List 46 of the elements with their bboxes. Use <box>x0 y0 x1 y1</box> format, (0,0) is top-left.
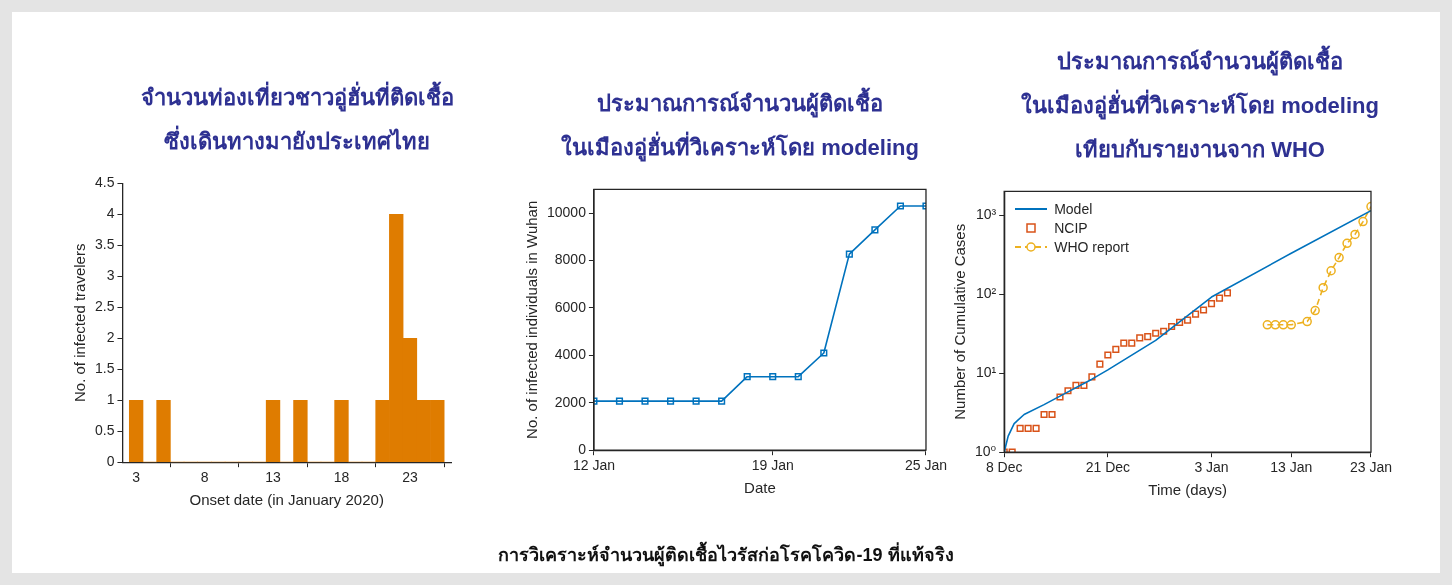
x-axis-title: Time (days) <box>1148 481 1227 499</box>
x-tick-label: 21 Dec <box>1085 459 1131 476</box>
x-tick-label: 8 <box>200 469 209 486</box>
x-tick-label: 25 Jan <box>904 457 948 474</box>
chart-title: จำนวนท่องเที่ยวชาวอู่ฮั่นที่ติดเชื้อ ซึ่งเดินทางมายังประเทศไทย <box>139 80 455 156</box>
x-tick-label: 23 Jan <box>1349 459 1393 476</box>
y-tick-label: 0 <box>578 441 587 458</box>
y-tick-label: 10² <box>975 285 997 302</box>
y-tick-label: 0 <box>106 453 115 470</box>
chart-title: ประมาณการณ์จำนวนผู้ติดเชื้อ ในเมืองอู่ฮั่นที่วิเคราะห์โดย modeling <box>560 86 920 164</box>
y-tick-label: 4.5 <box>94 174 115 191</box>
x-tick-label: 23 <box>402 469 418 486</box>
y-tick-label: 4000 <box>554 346 587 363</box>
x-tick-label: 3 Jan <box>1194 459 1229 476</box>
y-tick-label: 8000 <box>554 251 587 268</box>
y-tick-label: 6000 <box>554 298 587 315</box>
y-axis-title: No. of infected individuals in Wuhan <box>523 200 541 439</box>
y-tick-label: 1 <box>106 391 115 408</box>
y-tick-label: 2000 <box>554 393 587 410</box>
y-tick-label: 3.5 <box>94 236 115 253</box>
x-tick-label: 12 Jan <box>572 457 615 474</box>
x-tick-label: 18 <box>333 469 350 486</box>
x-tick-label: 19 Jan <box>751 457 794 474</box>
legend-label: Model <box>1054 200 1093 217</box>
legend-label: NCIP <box>1054 219 1088 236</box>
y-tick-label: 10⁰ <box>975 443 997 460</box>
y-tick-label: 1.5 <box>94 360 115 377</box>
x-axis-title: Date <box>744 479 776 497</box>
y-tick-label: 10¹ <box>975 364 997 381</box>
text: การวิเคราะห์จำนวนผู้ติดเชื้อไวรัสก่อโรคโควิด-19 ที่แท้จริง <box>497 540 955 569</box>
y-tick-label: 10³ <box>975 206 997 223</box>
x-tick-label: 13 Jan <box>1270 459 1313 476</box>
x-tick-label: 3 <box>132 469 141 486</box>
y-tick-label: 4 <box>106 205 115 222</box>
x-tick-label: 8 Dec <box>985 459 1023 476</box>
x-tick-label: 13 <box>265 469 282 486</box>
y-axis-title: No. of infected travelers <box>71 243 89 403</box>
y-tick-label: 2.5 <box>94 298 115 315</box>
y-tick-label: 3 <box>106 267 115 284</box>
x-axis-title: Onset date (in January 2020) <box>189 491 384 509</box>
chart-title: ประมาณการณ์จำนวนผู้ติดเชื้อ ในเมืองอู่ฮั่นที่วิเคราะห์โดย modeling เทียบกับรายงานจาก WHO <box>1020 44 1380 164</box>
legend-label: WHO report <box>1054 238 1129 255</box>
y-tick-label: 10000 <box>546 203 587 220</box>
y-tick-label: 2 <box>106 329 115 346</box>
y-axis-title: Number of Cumulative Cases <box>951 223 969 420</box>
y-tick-label: 0.5 <box>94 422 115 439</box>
